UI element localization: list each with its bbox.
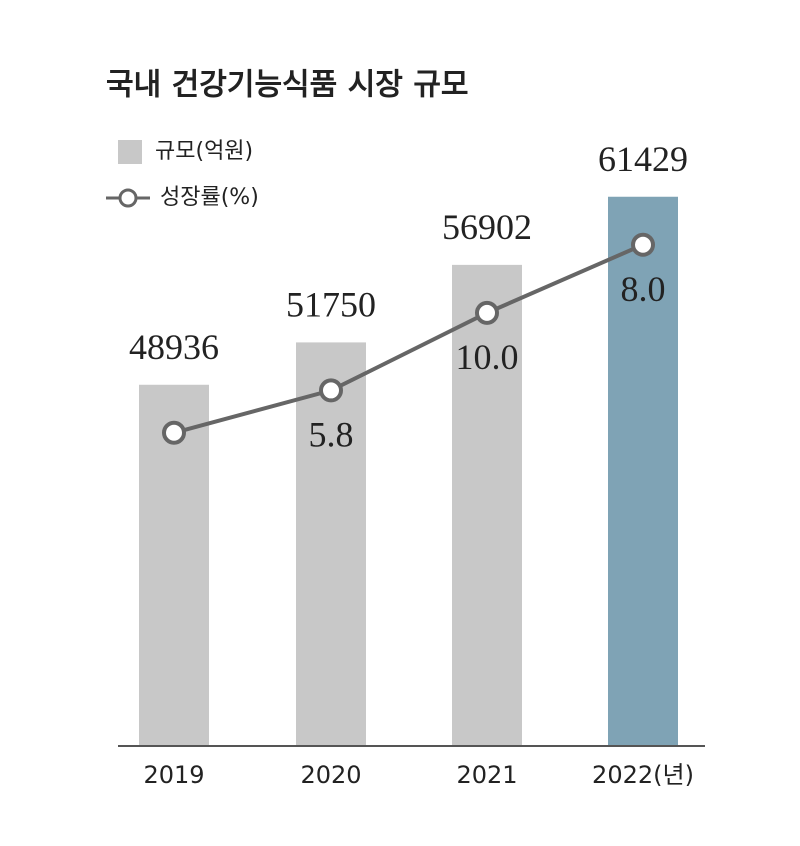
x-tick-label: 2021: [456, 761, 517, 789]
legend-label: 규모(억원): [155, 139, 253, 164]
bar: [452, 264, 522, 745]
line-marker: [162, 420, 186, 445]
chart-title: 국내 건강기능식품 시장 규모: [106, 68, 469, 103]
line: [173, 242, 644, 435]
growth-label: 8.0: [621, 269, 666, 309]
line-marker: [475, 300, 499, 325]
value-label: 61429: [598, 139, 688, 179]
bar: [296, 342, 366, 745]
line-marker: [319, 378, 343, 403]
value-label: 51750: [286, 285, 376, 325]
bar: [608, 196, 678, 746]
value-label: 48936: [129, 327, 219, 367]
legend-label: 성장률(%): [160, 185, 259, 210]
line-marker: [631, 232, 655, 257]
growth-label: 10.0: [456, 337, 519, 377]
x-tick-label: 2019: [143, 761, 204, 789]
legend-swatch: [118, 140, 142, 164]
bar: [139, 384, 209, 745]
growth-label: 5.8: [309, 415, 354, 455]
x-tick-label: 2022(년): [592, 761, 694, 789]
x-tick-label: 2020: [300, 761, 361, 789]
legend-marker: [118, 188, 138, 208]
value-label: 56902: [442, 207, 532, 247]
